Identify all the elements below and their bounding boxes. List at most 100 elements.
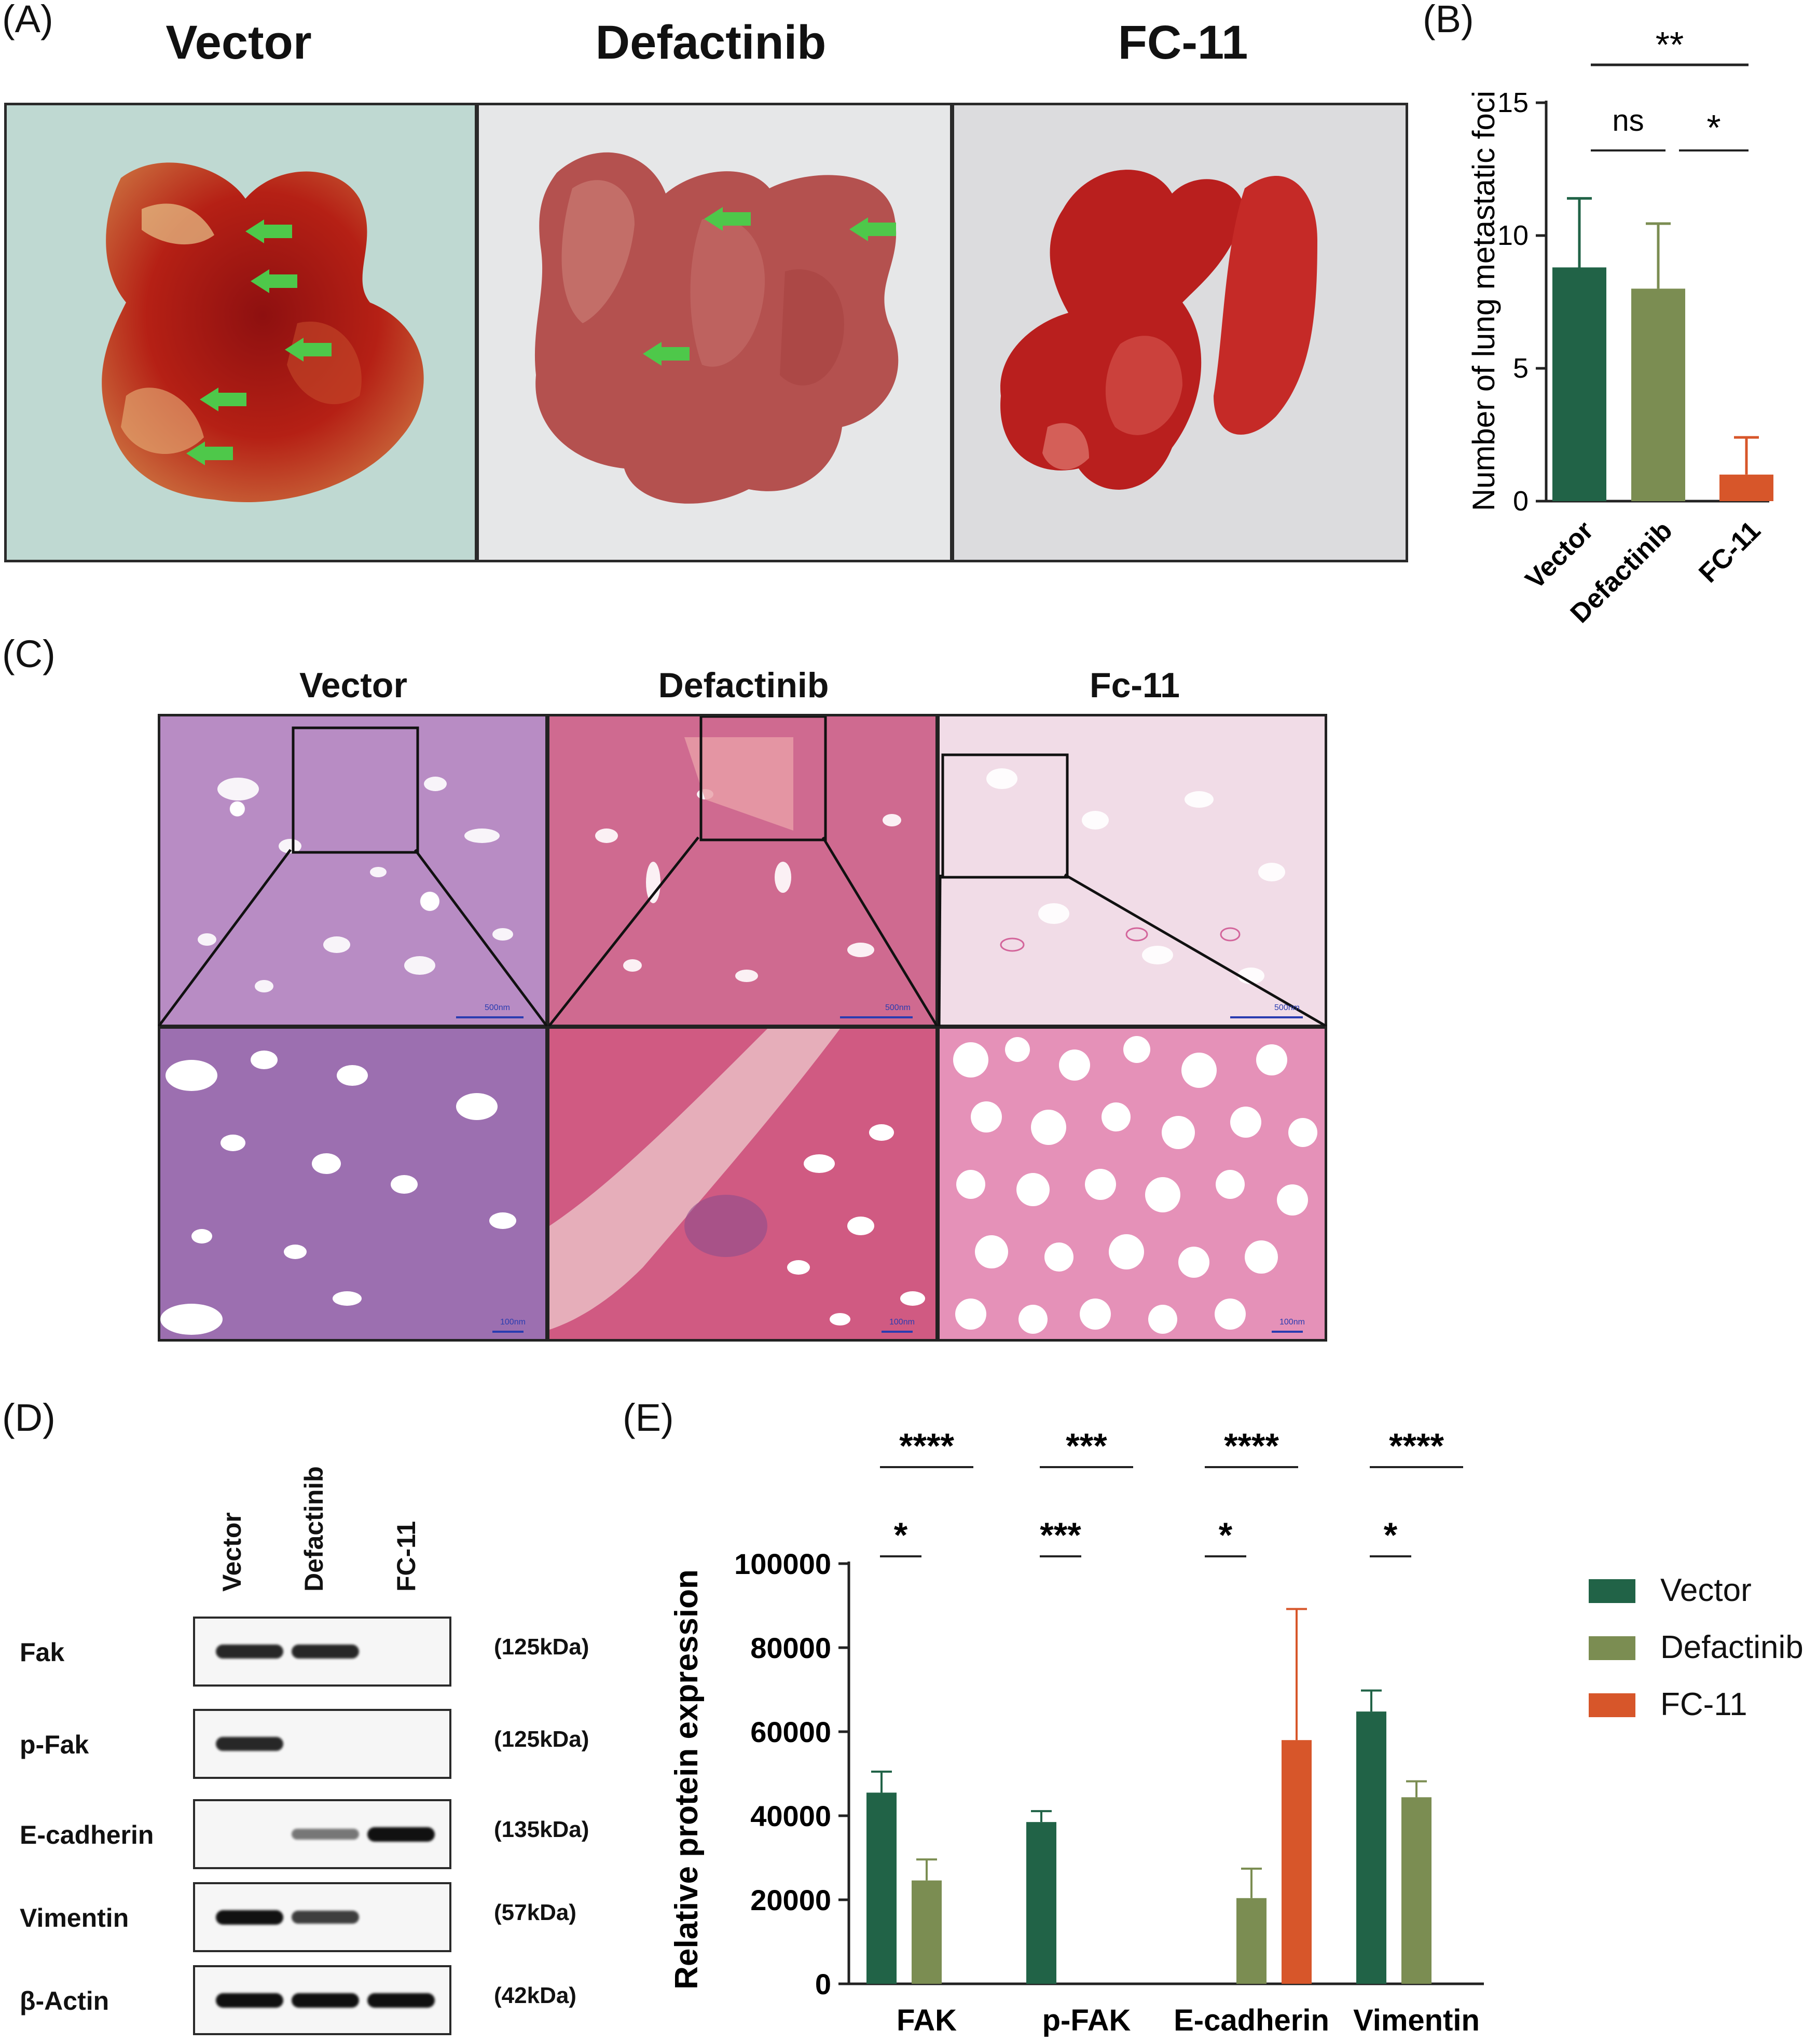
lung-image-fc11 bbox=[1000, 170, 1317, 490]
histology-vector-high-mag bbox=[158, 1026, 548, 1342]
scale-bar-label-fc11-top: 500nm bbox=[1274, 1003, 1300, 1012]
y-axis-label: Number of lung metastatic foci bbox=[1466, 91, 1501, 511]
blot-band bbox=[216, 1910, 283, 1925]
scale-bar-label-fc11-bottom: 100nm bbox=[1279, 1318, 1305, 1327]
legend-label-fc11: FC-11 bbox=[1660, 1687, 1747, 1722]
blot-row-label: p-Fak bbox=[20, 1730, 89, 1759]
blot-row-label: β-Actin bbox=[20, 1986, 109, 2015]
blot-lane-label-vector: Vector bbox=[217, 1512, 246, 1592]
lung-photo-vector bbox=[4, 103, 477, 562]
bar-vector-p-fak bbox=[1026, 1822, 1056, 1984]
y-tick-label: 60000 bbox=[750, 1716, 831, 1748]
panel-c-title-vector: Vector bbox=[299, 666, 407, 705]
tissue-detail-fc11 bbox=[953, 1036, 1317, 1334]
histology-fc11-low-mag bbox=[937, 714, 1327, 1027]
lung-image-defactinib bbox=[534, 152, 899, 504]
histology-defactinib-low-mag bbox=[547, 714, 938, 1027]
panel-a-title-defactinib: Defactinib bbox=[595, 16, 827, 69]
panel-label-c: (C) bbox=[2, 632, 56, 675]
significance-label: *** bbox=[1066, 1426, 1107, 1466]
lung-photo-defactinib bbox=[476, 103, 953, 562]
scale-bar-label-vector-top: 500nm bbox=[485, 1003, 510, 1012]
x-tick-label: E-cadherin bbox=[1174, 2004, 1329, 2037]
significance-label: * bbox=[894, 1515, 908, 1555]
bar-defactinib-fak bbox=[912, 1880, 942, 1984]
metastasis-arrow-icon bbox=[186, 441, 233, 465]
histology-vector-low-mag bbox=[158, 714, 548, 1027]
blot-row-label: Vimentin bbox=[20, 1903, 129, 1932]
y-tick-label: 10 bbox=[1497, 220, 1529, 251]
blot-kda-label: (57kDa) bbox=[494, 1900, 576, 1925]
lung-photo-fc11 bbox=[952, 103, 1408, 562]
significance-label: *** bbox=[1040, 1515, 1081, 1555]
protein-expression-bar-chart: 0 20000 40000 60000 80000 100000 Relative prot… bbox=[669, 1426, 1484, 2037]
blot-row-label: Fak bbox=[20, 1638, 65, 1667]
blot-band bbox=[292, 1829, 359, 1840]
legend-swatch-fc11 bbox=[1589, 1693, 1635, 1717]
blot-lane-label-fc11: FC-11 bbox=[392, 1521, 421, 1592]
significance-label: ns bbox=[1612, 104, 1644, 137]
tissue-texture-defactinib bbox=[595, 716, 913, 1018]
metastasis-arrow-icon bbox=[245, 219, 292, 243]
lung-image-vector bbox=[102, 162, 424, 502]
panel-c-title-defactinib: Defactinib bbox=[658, 666, 829, 705]
y-tick-label: 100000 bbox=[734, 1548, 831, 1580]
blot-lane-label-defactinib: Defactinib bbox=[299, 1466, 328, 1592]
blot-strip bbox=[193, 1617, 451, 1687]
panel-c-title-fc11: Fc-11 bbox=[1090, 666, 1180, 705]
bar-fc-11-e-cadherin bbox=[1282, 1740, 1312, 1984]
bar-defactinib-e-cadherin bbox=[1236, 1898, 1267, 1984]
scale-bar-label-vector-bottom: 100nm bbox=[500, 1318, 526, 1327]
panel-a-title-vector: Vector bbox=[166, 16, 312, 69]
tissue-texture-vector bbox=[198, 726, 524, 1018]
blot-strip bbox=[193, 1799, 451, 1869]
blot-kda-label: (135kDa) bbox=[494, 1817, 589, 1842]
bar-vector bbox=[1552, 267, 1606, 501]
blot-band bbox=[216, 1645, 283, 1659]
bar-vector-fak bbox=[866, 1792, 897, 1984]
y-tick-label: 40000 bbox=[750, 1800, 831, 1832]
blot-band bbox=[292, 1993, 359, 2008]
significance-label: * bbox=[1219, 1515, 1233, 1555]
y-tick-label: 0 bbox=[1513, 486, 1529, 517]
x-tick-label: FAK bbox=[897, 2004, 957, 2037]
blot-row-label: E-cadherin bbox=[20, 1820, 154, 1849]
blot-band bbox=[292, 1645, 359, 1659]
bar-defactinib-vimentin bbox=[1401, 1797, 1431, 1984]
significance-label: * bbox=[1384, 1515, 1398, 1555]
blot-band bbox=[216, 1737, 283, 1751]
tissue-detail-vector bbox=[160, 1051, 524, 1335]
panel-label-e: (E) bbox=[623, 1396, 674, 1439]
y-tick-label: 15 bbox=[1497, 87, 1529, 118]
y-tick-label: 20000 bbox=[750, 1884, 831, 1916]
metastasis-arrow-icon bbox=[704, 207, 751, 231]
significance-label: **** bbox=[1389, 1426, 1444, 1466]
panel-label-d: (D) bbox=[2, 1396, 56, 1439]
blot-band bbox=[216, 1993, 283, 2008]
bar-fc-11 bbox=[1719, 474, 1773, 501]
legend-swatch-vector bbox=[1589, 1579, 1635, 1603]
metastasis-arrow-icon bbox=[849, 217, 896, 241]
significance-label: **** bbox=[1224, 1426, 1279, 1466]
bar-vector-vimentin bbox=[1356, 1711, 1386, 1984]
tissue-detail-defactinib bbox=[549, 1029, 925, 1333]
tissue-texture-fc11 bbox=[941, 753, 1303, 1018]
metastasis-arrow-icon bbox=[251, 269, 297, 293]
blot-kda-label: (125kDa) bbox=[494, 1634, 589, 1660]
significance-label: * bbox=[1706, 107, 1720, 148]
significance-label: ** bbox=[1656, 24, 1684, 65]
blot-strip bbox=[193, 1882, 451, 1952]
panel-label-b: (B) bbox=[1423, 0, 1474, 40]
blot-band bbox=[367, 1993, 435, 2008]
y-axis-label: Relative protein expression bbox=[669, 1569, 705, 1990]
scale-bar-label-defactinib-top: 500nm bbox=[885, 1003, 911, 1012]
scale-bar-label-defactinib-bottom: 100nm bbox=[889, 1318, 915, 1327]
blot-band bbox=[367, 1827, 435, 1842]
bar-defactinib bbox=[1631, 288, 1685, 501]
metastasis-arrow-icon bbox=[643, 342, 690, 366]
panel-label-a: (A) bbox=[2, 0, 53, 40]
y-tick-label: 5 bbox=[1513, 353, 1529, 384]
panel-a-title-fc11: FC-11 bbox=[1118, 16, 1248, 69]
